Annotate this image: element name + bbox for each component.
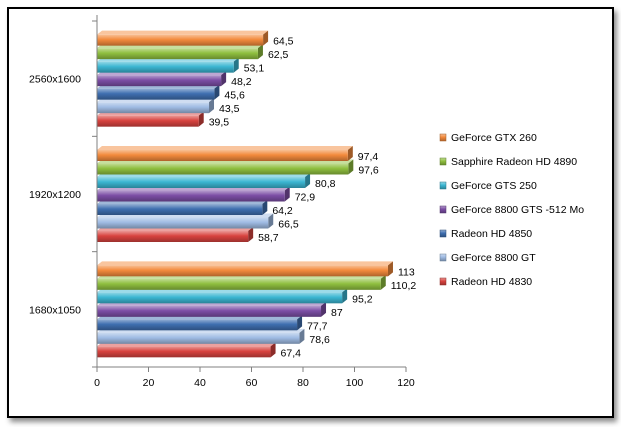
category-label: 2560x1600 (29, 74, 81, 86)
bar-1-1 (97, 159, 354, 175)
legend-item: GeForce GTS 250 (439, 180, 537, 192)
bar-2-3 (97, 301, 327, 317)
axes-layer: 0 20 40 60 80 100 120 (92, 15, 415, 389)
bar-0-4 (97, 84, 220, 100)
bar-0-0 (97, 30, 269, 46)
legend-label: GeForce 8800 GTS -512 Mo (451, 204, 584, 216)
category-label: 1920x1200 (29, 189, 81, 201)
data-label: 113 (398, 266, 415, 278)
bar-2-2 (97, 288, 348, 304)
bar-0-2 (97, 57, 239, 73)
legend-label: GeForce GTX 260 (451, 132, 537, 144)
bar-0-5 (97, 98, 215, 114)
x-tick-label: 40 (194, 377, 206, 389)
data-label: 87 (331, 307, 343, 319)
legend-item: GeForce GTX 260 (439, 132, 537, 144)
data-label: 80,8 (315, 178, 336, 190)
legend-swatch (439, 157, 447, 166)
legend-item: Radeon HD 4830 (439, 276, 532, 288)
bar-0-6 (97, 111, 204, 127)
bar-2-1 (97, 274, 386, 290)
bar-1-6 (97, 227, 254, 242)
data-label: 39,5 (209, 117, 230, 129)
x-tick-label: 20 (143, 377, 155, 389)
bar-1-0 (97, 146, 353, 161)
legend-swatch (439, 181, 447, 190)
legend-label: Sapphire Radeon HD 4890 (451, 156, 577, 168)
data-label: 97,4 (358, 151, 379, 163)
legend-label: Radeon HD 4830 (451, 276, 532, 288)
x-tick-label: 120 (397, 377, 415, 389)
x-tick-label: 100 (346, 377, 364, 389)
legend-label: Radeon HD 4850 (451, 228, 532, 240)
x-tick-label: 60 (246, 377, 258, 389)
data-label: 97,6 (358, 165, 379, 177)
bar-2-0 (97, 261, 393, 277)
legend: GeForce GTX 260 Sapphire Radeon HD 4890 Ge… (439, 132, 584, 288)
data-label: 62,5 (268, 49, 289, 61)
legend-label: GeForce GTS 250 (451, 180, 537, 192)
data-label: 64,5 (273, 36, 294, 48)
data-label: 110,2 (391, 280, 417, 292)
x-tick-label: 80 (297, 377, 309, 389)
bar-chart: 39,5 43,545,6 48,253,162,564,5 58,766,5 64,2… (29, 15, 584, 389)
bar-0-3 (97, 71, 227, 87)
data-label: 77,7 (307, 320, 328, 332)
data-label: 67,4 (281, 347, 302, 359)
data-label: 53,1 (244, 63, 265, 75)
data-label: 95,2 (352, 293, 373, 305)
data-label: 78,6 (309, 334, 330, 346)
legend-item: Radeon HD 4850 (439, 228, 532, 240)
category-label: 1680x1050 (29, 304, 81, 316)
legend-swatch (439, 205, 447, 214)
legend-swatch (439, 229, 447, 238)
bar-2-5 (97, 328, 305, 344)
legend-item: Sapphire Radeon HD 4890 (439, 156, 577, 168)
data-label: 58,7 (258, 232, 279, 244)
legend-swatch (439, 133, 447, 142)
legend-item: GeForce 8800 GT (439, 252, 536, 264)
data-label: 45,6 (224, 90, 245, 102)
data-label: 72,9 (295, 192, 316, 204)
bar-2-6 (97, 342, 276, 358)
legend-label: GeForce 8800 GT (451, 252, 536, 264)
bar-1-4 (97, 200, 268, 215)
legend-swatch (439, 277, 447, 286)
data-label: 64,2 (272, 205, 293, 217)
data-label: 66,5 (278, 219, 299, 231)
bar-1-3 (97, 186, 290, 202)
data-label: 48,2 (231, 76, 252, 88)
bar-2-4 (97, 315, 303, 331)
legend-swatch (439, 253, 447, 262)
x-tick-label: 0 (94, 377, 100, 389)
chart-frame: 39,5 43,5 45,6 48,2 53,1 62,5 64,5 58,7 66,5 64,2… (7, 7, 614, 418)
data-label: 43,5 (219, 103, 240, 115)
bar-1-5 (97, 213, 274, 229)
bar-1-2 (97, 173, 311, 188)
category-labels: 2560x1600 1920x1200 1680x1050 (29, 74, 81, 317)
legend-item: GeForce 8800 GTS -512 Mo (439, 204, 584, 216)
bars-layer: 39,5 43,545,6 48,253,162,564,5 58,766,5 64,2… (97, 30, 417, 359)
bar-0-1 (97, 44, 263, 60)
